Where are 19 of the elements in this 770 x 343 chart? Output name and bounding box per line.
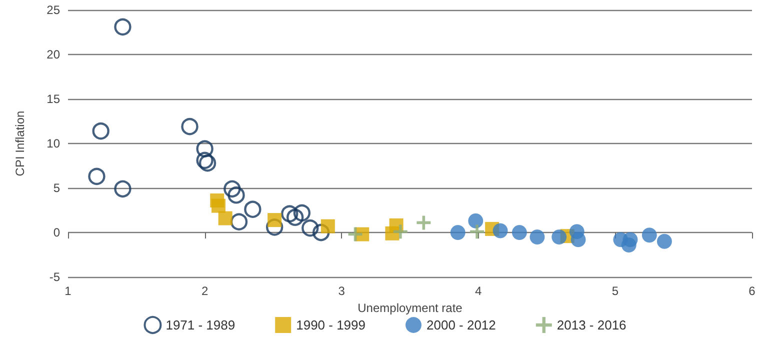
x-axis-title: Unemployment rate xyxy=(358,300,463,315)
y-tick-label: 10 xyxy=(46,136,60,150)
y-axis-title: CPI Inflation xyxy=(13,110,27,176)
y-tick-label: -5 xyxy=(49,270,60,284)
y-tick-label: 20 xyxy=(46,48,60,62)
x-tick-label: 3 xyxy=(338,284,346,298)
legend-label: 2013 - 2016 xyxy=(556,318,626,332)
x-tick-label: 2 xyxy=(201,284,208,298)
x-tick-label: 5 xyxy=(612,284,619,298)
y-tick-label: 25 xyxy=(46,3,60,17)
y-tick-label: 5 xyxy=(53,181,60,195)
y-tick-label: 0 xyxy=(53,226,60,240)
legend-label: 1990 - 1999 xyxy=(296,318,366,332)
y-tick-label: 15 xyxy=(46,92,60,106)
legend-label: 1971 - 1989 xyxy=(166,318,236,332)
x-tick-label: 4 xyxy=(475,284,482,298)
x-tick-label: 6 xyxy=(748,284,756,298)
legend-label: 2000 - 2012 xyxy=(426,318,496,332)
x-tick-label: 1 xyxy=(64,284,72,298)
